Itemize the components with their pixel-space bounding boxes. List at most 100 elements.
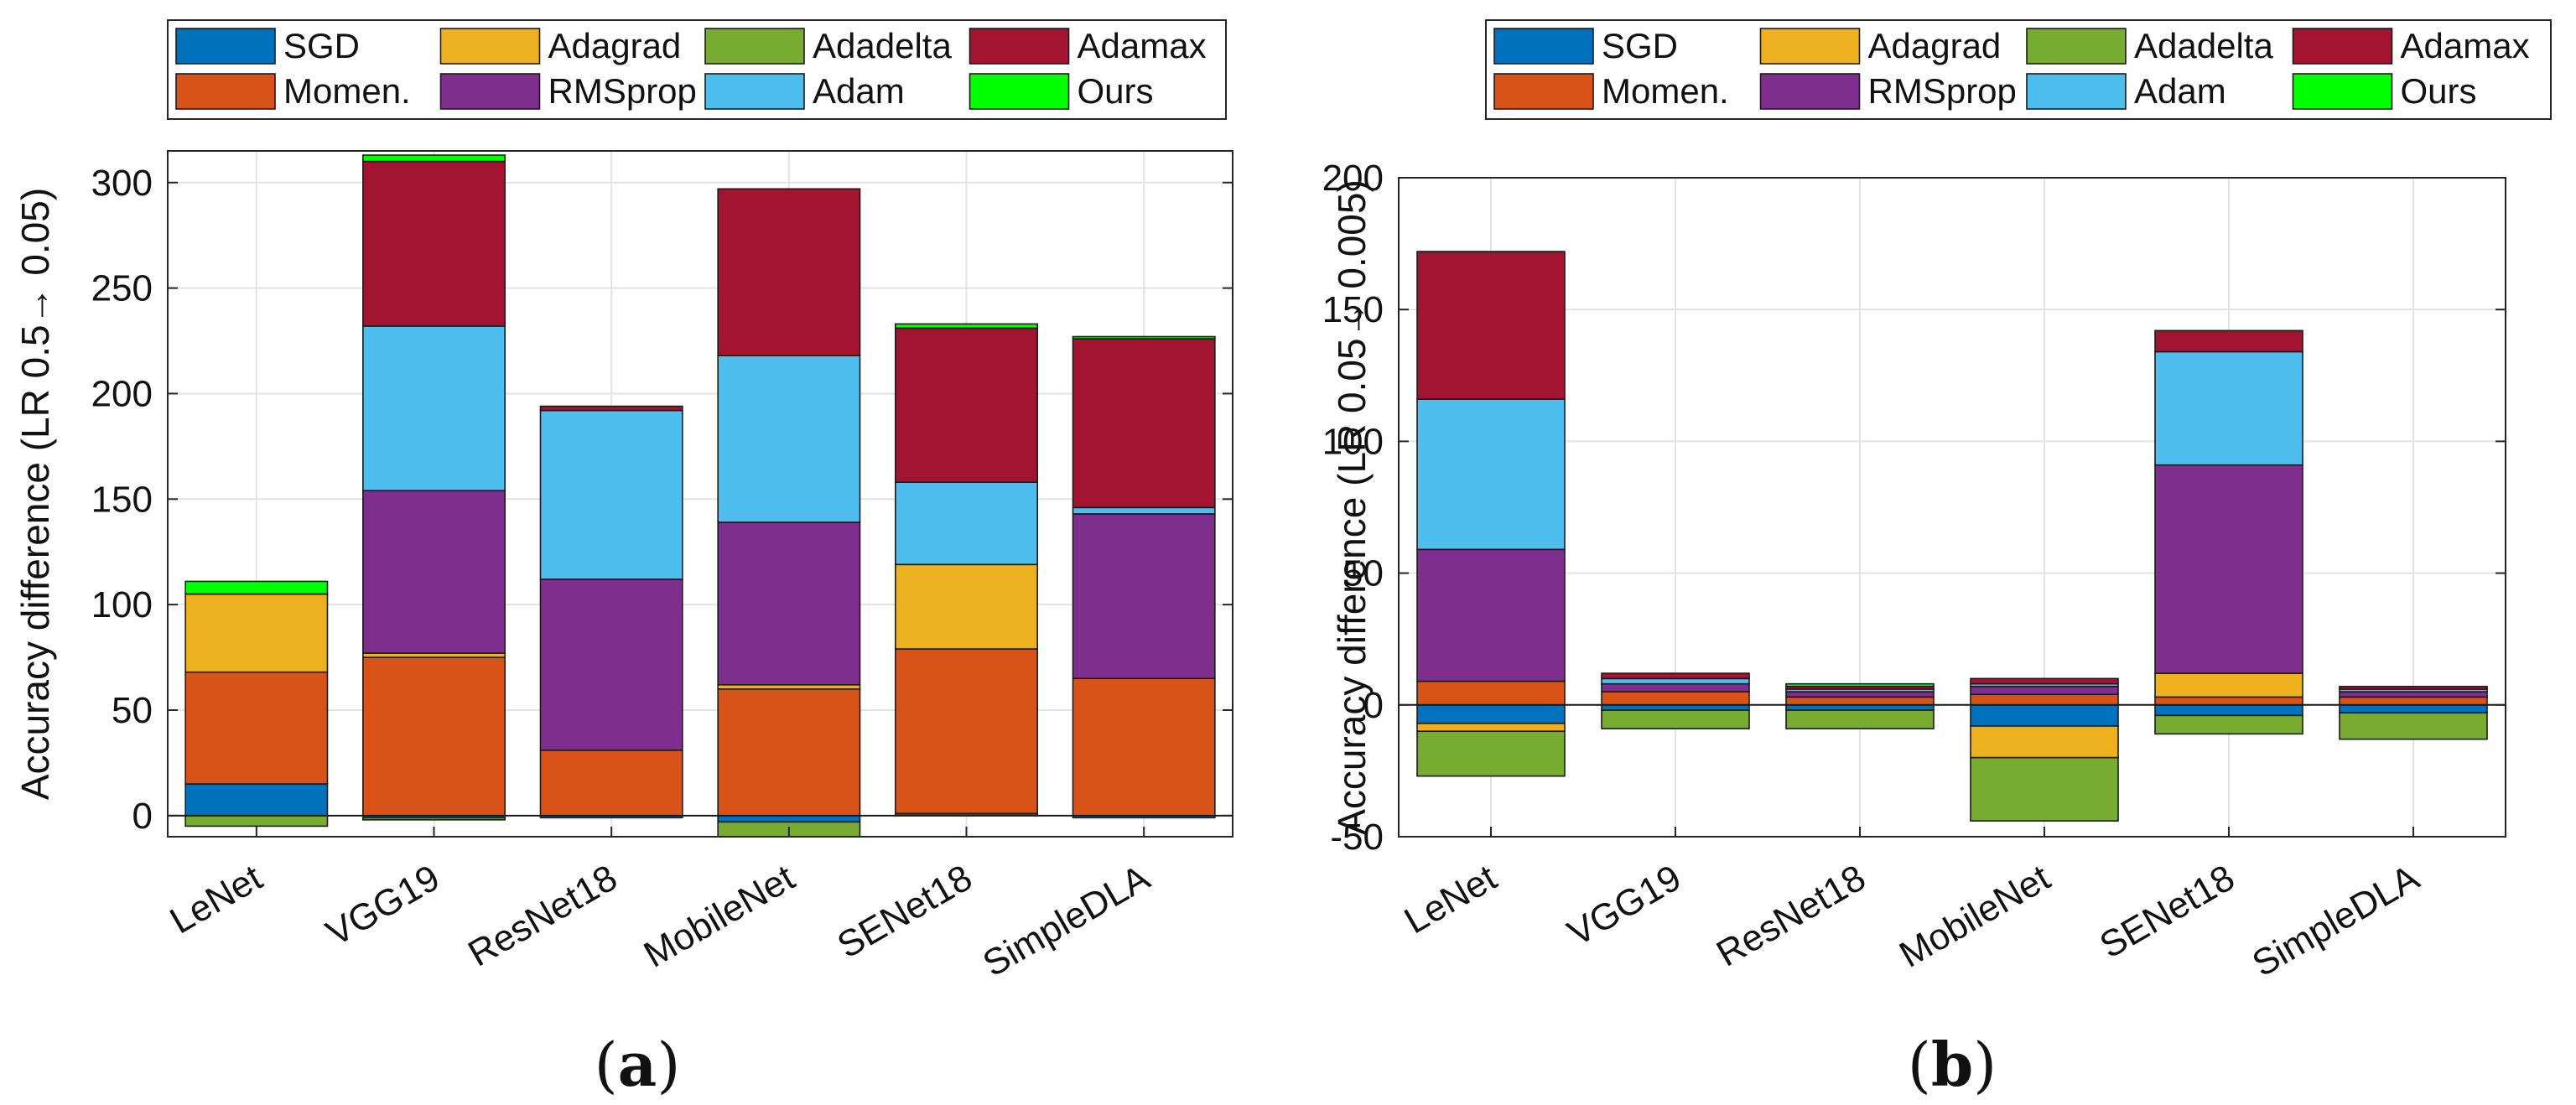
bar-segment-momen-lenet [1416, 680, 1566, 706]
y-tick-label: 300 [91, 163, 153, 204]
y-tick-label: 100 [91, 584, 153, 625]
legend-swatch-adam [2026, 73, 2127, 110]
y-tick-label: 200 [1322, 158, 1384, 199]
bar-segment-adagrad-senet18 [2154, 672, 2303, 698]
bar-segment-sgd-senet18 [2154, 703, 2303, 717]
legend-swatch-ours [969, 73, 1070, 110]
panel-a: 0 50 100 150 200 250 300 LeNet VGG19 ResNet18 Mobi… [13, 19, 1233, 1100]
x-tick-label-senet18: SENet18 [830, 857, 979, 966]
y-tick-label: 150 [91, 479, 153, 520]
bar-segment-momen-senet18 [895, 648, 1038, 815]
bar-segment-momen-lenet [184, 671, 329, 785]
y-tick-label: 200 [91, 373, 153, 414]
bar-segment-adadelta-simpledla [2339, 712, 2488, 740]
bar-segment-adamax-mobilenet [717, 188, 861, 356]
bar-segment-adadelta-resnet18 [1785, 709, 1935, 729]
bar-segment-adagrad-mobilenet [1970, 725, 2119, 759]
legend-swatch-adadelta [704, 28, 805, 65]
bar-segment-adam-simpledla [1072, 506, 1216, 515]
plot-area [168, 151, 1233, 837]
bar-segment-rmsprop-resnet18 [539, 578, 683, 751]
y-axis-label: Accuracy difference (LR 0.5→ 0.05) [13, 188, 57, 800]
legend-label-adamax: Adamax [2401, 26, 2530, 65]
legend-label-rmsprop: RMSprop [548, 71, 697, 111]
bar-segment-sgd-mobilenet [1970, 703, 2119, 727]
bar-segment-momen-vgg19 [1601, 691, 1750, 706]
bar-segment-adamax-vgg19 [362, 160, 506, 327]
bar-segment-adam-senet18 [895, 481, 1038, 566]
bar-segment-adam-mobilenet [717, 355, 861, 523]
bar-segment-rmsprop-resnet18 [1785, 691, 1935, 698]
y-tick-label: 50 [1343, 553, 1384, 594]
y-tick-label: 0 [132, 796, 153, 837]
subfigure-letter: a [618, 1029, 657, 1100]
legend-swatch-adamax [969, 28, 1070, 65]
bar-segment-adamax-vgg19 [1601, 672, 1750, 680]
bar-segment-adamax-senet18 [895, 327, 1038, 483]
subfigure-letter: b [1931, 1029, 1973, 1100]
x-tick-label-mobilenet: MobileNet [1893, 857, 2057, 975]
bar-segment-adam-vgg19 [362, 325, 506, 492]
bar-segment-adamax-mobilenet [1970, 677, 2119, 685]
bar-segment-adadelta-mobilenet [1970, 756, 2119, 822]
bar-segment-adamax-resnet18 [539, 405, 683, 412]
legend-swatch-adagrad [439, 28, 541, 65]
subfigure-open-paren: ( [1908, 1030, 1931, 1100]
x-tick-label-simpledla: SimpleDLA [2246, 857, 2427, 985]
legend-swatch-ours [2292, 73, 2393, 110]
x-tick-label-simpledla: SimpleDLA [976, 857, 1157, 985]
bar-segment-adadelta-senet18 [2154, 714, 2303, 735]
bar-segment-sgd-mobilenet [717, 815, 861, 823]
y-tick-label: 50 [112, 690, 153, 731]
y-tick-label: -50 [1330, 817, 1384, 858]
bar-segment-momen-senet18 [2154, 696, 2303, 706]
legend-label-sgd: SGD [283, 26, 360, 65]
plot-area [1399, 178, 2506, 837]
y-tick-label: 250 [91, 268, 153, 309]
legend-swatch-adadelta [2026, 28, 2127, 65]
bar-segment-rmsprop-senet18 [2154, 464, 2303, 674]
bar-segment-adadelta-lenet [1416, 730, 1566, 777]
bar-segment-adam-lenet [1416, 398, 1566, 551]
legend-swatch-rmsprop [1759, 73, 1861, 110]
legend-swatch-rmsprop [439, 73, 541, 110]
bar-segment-adam-resnet18 [539, 409, 683, 580]
legend-swatch-momen [1493, 73, 1594, 110]
legend-swatch-adam [704, 73, 805, 110]
bar-segment-adadelta-lenet [184, 815, 329, 827]
legend-label-adagrad: Adagrad [548, 26, 682, 65]
bar-segment-ours-vgg19 [362, 154, 506, 163]
subfigure-open-paren: ( [595, 1030, 618, 1100]
y-tick-label: 150 [1322, 289, 1384, 330]
bar-segment-momen-resnet18 [1785, 696, 1935, 706]
bar-segment-adadelta-vgg19 [362, 817, 506, 821]
bar-segment-adamax-simpledla [2339, 685, 2488, 690]
bar-segment-sgd-simpledla [2339, 703, 2488, 714]
y-tick-label: 0 [1363, 685, 1384, 726]
legend-label-adam: Adam [813, 71, 905, 111]
subfigure-close-paren: ) [657, 1030, 680, 1100]
bar-segment-momen-vgg19 [362, 656, 506, 817]
axes-box [1398, 177, 2506, 838]
y-tick-label: 100 [1322, 421, 1384, 462]
bar-segment-ours-senet18 [895, 323, 1038, 329]
subfigure-close-paren: ) [1973, 1030, 1997, 1100]
y-axis-label: Accuracy difference (LR 0.05→ 0.005) [1330, 179, 1374, 835]
legend-label-adagrad: Adagrad [1868, 26, 2002, 65]
bar-segment-adamax-senet18 [2154, 329, 2303, 353]
bar-segment-adagrad-senet18 [895, 563, 1038, 650]
x-tick-label-lenet: LeNet [1398, 857, 1504, 942]
axes-box [167, 150, 1233, 838]
x-tick-label-mobilenet: MobileNet [637, 857, 802, 975]
x-tick-label-vgg19: VGG19 [1561, 857, 1688, 954]
x-tick-label-senet18: SENet18 [2093, 857, 2241, 966]
bar-segment-ours-simpledla [1072, 335, 1216, 340]
bar-segment-momen-mobilenet [717, 688, 861, 817]
bar-segment-rmsprop-mobilenet [1970, 685, 2119, 696]
bar-segment-rmsprop-vgg19 [362, 490, 506, 654]
legend-label-sgd: SGD [1602, 26, 1678, 65]
bar-segment-sgd-lenet [184, 783, 329, 817]
bar-segment-rmsprop-mobilenet [717, 521, 861, 686]
legend-label-rmsprop: RMSprop [1868, 71, 2017, 111]
